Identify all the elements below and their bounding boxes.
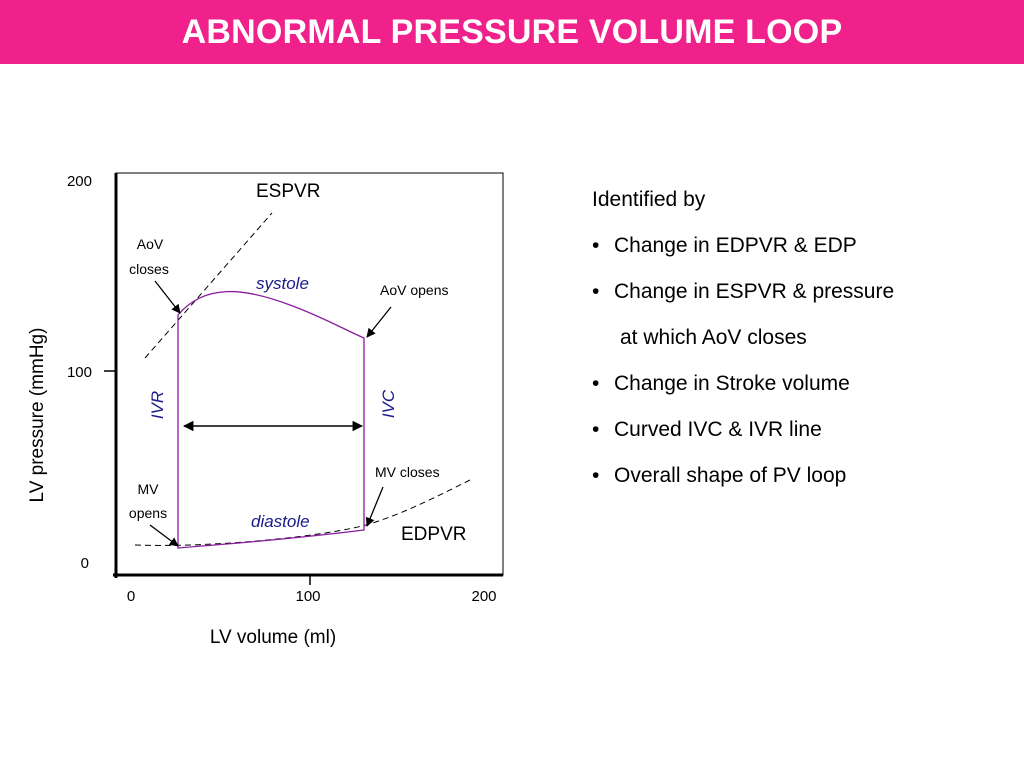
mv-opens-label-line1: MV	[138, 481, 160, 497]
bullet-icon: •	[592, 280, 600, 303]
bullet-icon: •	[592, 464, 600, 487]
y-tick-100: 100	[67, 364, 92, 381]
y-tick-200: 200	[67, 173, 92, 190]
x-tick-100: 100	[295, 588, 320, 605]
x-tick-200: 200	[471, 588, 496, 605]
findings-item: • Change in EDPVR & EDP	[592, 232, 1012, 260]
bullet-icon: •	[592, 418, 600, 441]
findings-item-text: Overall shape of PV loop	[614, 464, 847, 487]
findings-heading: Identified by	[592, 188, 706, 211]
title-banner: ABNORMAL PRESSURE VOLUME LOOP	[0, 0, 1024, 64]
findings-item-continuation: at which AoV closes	[620, 326, 807, 349]
findings-list: Identified by • Change in EDPVR & EDP • …	[592, 186, 1012, 508]
y-tick-0: 0	[81, 555, 89, 572]
espvr-label: ESPVR	[256, 181, 320, 202]
findings-item: • Overall shape of PV loop	[592, 462, 1012, 490]
edpvr-label: EDPVR	[401, 524, 466, 545]
mv-closes-arrow	[365, 486, 384, 527]
mv-closes-label: MV closes	[375, 464, 440, 480]
mv-opens-arrow	[149, 524, 179, 547]
findings-item-text: Curved IVC & IVR line	[614, 418, 822, 441]
aov-closes-label-line1: AoV	[137, 236, 164, 252]
x-tick-0: 0	[127, 588, 135, 605]
ivr-label: IVR	[148, 391, 167, 419]
systole-label: systole	[256, 274, 309, 293]
mv-opens-label-line2: opens	[129, 505, 167, 521]
findings-item: • Curved IVC & IVR line	[592, 416, 1012, 444]
findings-item-text: Change in Stroke volume	[614, 372, 850, 395]
aov-opens-arrow	[366, 306, 392, 338]
espvr-line	[144, 212, 273, 359]
findings-item-text: Change in EDPVR & EDP	[614, 234, 857, 257]
diastole-label: diastole	[251, 512, 310, 531]
ivc-label: IVC	[379, 389, 398, 418]
bullet-icon: •	[592, 234, 600, 257]
findings-item: • Change in ESPVR & pressure at which Ao…	[592, 278, 1012, 352]
page-title: ABNORMAL PRESSURE VOLUME LOOP	[181, 13, 843, 51]
findings-item-text: Change in ESPVR & pressure	[614, 280, 895, 303]
aov-opens-label: AoV opens	[380, 282, 449, 298]
aov-closes-label-line2: closes	[129, 261, 169, 277]
pv-loop	[177, 290, 365, 549]
y-axis-label: LV pressure (mmHg)	[27, 328, 48, 503]
findings-item: • Change in Stroke volume	[592, 370, 1012, 398]
x-axis-label: LV volume (ml)	[210, 627, 336, 648]
bullet-icon: •	[592, 372, 600, 395]
aov-closes-arrow	[154, 280, 181, 314]
